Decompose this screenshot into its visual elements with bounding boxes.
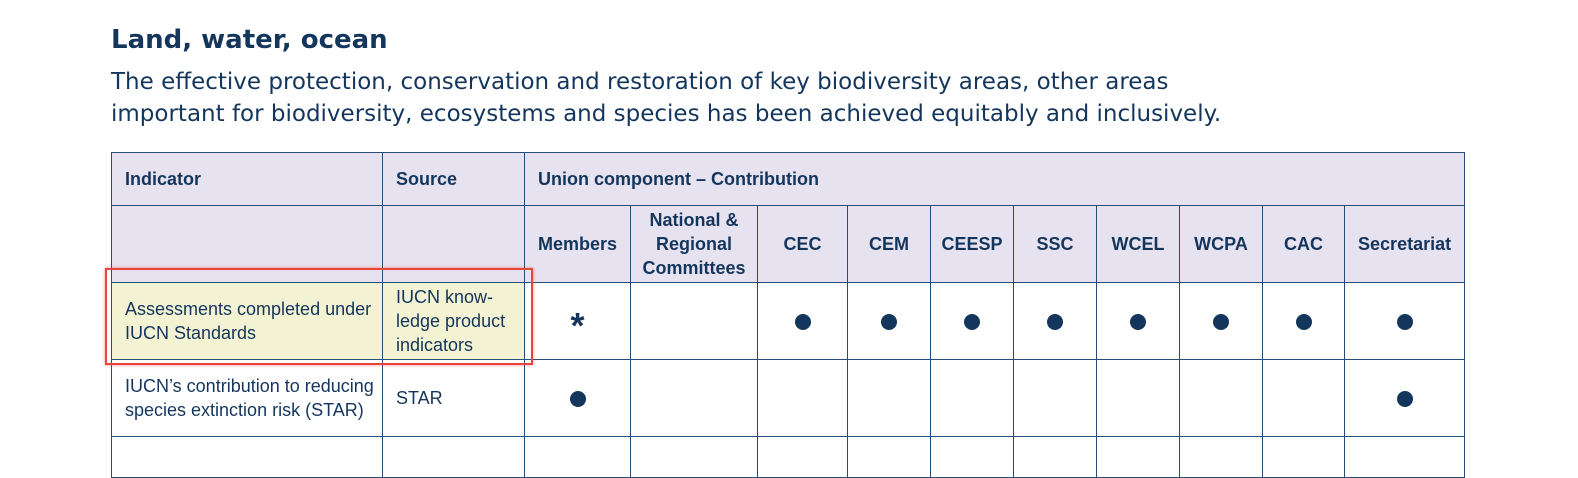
header-wcpa: WCPA [1179, 205, 1263, 283]
contribution-cell [1343, 282, 1466, 360]
contribution-cell [1179, 282, 1263, 360]
table-cell [382, 436, 525, 478]
contribution-cell [757, 282, 848, 360]
contribution-cell [1013, 359, 1097, 437]
header-national-regional-committees: National & Regional Committees [630, 205, 758, 283]
contribution-dot-icon [964, 314, 980, 331]
contribution-dot-icon [1295, 314, 1312, 331]
source-cell: STAR [382, 359, 525, 437]
contribution-cell [1343, 359, 1466, 437]
table-cell [1013, 436, 1097, 478]
table-cell [847, 436, 931, 478]
indicator-cell: Assessments completed under IUCN Standar… [111, 282, 383, 360]
section-intro: The effective protection, conservation a… [111, 66, 1311, 130]
contribution-cell [630, 282, 758, 360]
table-cell [524, 436, 631, 478]
table-cell [757, 436, 848, 478]
table-row: IUCN’s contribution to reducing species … [111, 359, 1466, 437]
header-union-component: Union component – Contribution [523, 152, 1466, 206]
table-cell [1343, 436, 1466, 478]
header-indicator: Indicator [111, 152, 383, 206]
indicator-cell: IUCN’s contribution to reducing species … [111, 359, 383, 437]
intro-line: important for biodiversity, ecosystems a… [111, 101, 1222, 127]
header-ssc: SSC [1013, 205, 1097, 283]
component-header-row: Members National & Regional Committees C… [111, 205, 1466, 283]
header-cec: CEC [757, 205, 848, 283]
contribution-cell [1096, 282, 1180, 360]
table-cell [630, 436, 758, 478]
header-blank-cell [382, 205, 525, 283]
contribution-cell [524, 359, 631, 437]
contribution-cell: * [524, 282, 631, 360]
contribution-cell [930, 359, 1014, 437]
contribution-dot-icon [881, 314, 897, 331]
table-row: Assessments completed under IUCN Standar… [111, 282, 1466, 360]
table-cell [111, 436, 383, 478]
contribution-cell [1096, 359, 1180, 437]
asterisk-icon: * [570, 305, 585, 346]
contribution-dot-icon [1213, 314, 1229, 331]
contribution-cell [847, 359, 931, 437]
table-cell [1096, 436, 1180, 478]
contribution-dot-icon [569, 391, 586, 408]
source-cell: IUCN know-ledge product indicators [382, 282, 525, 360]
contribution-dot-icon [1047, 314, 1063, 331]
intro-line: The effective protection, conservation a… [111, 69, 1169, 95]
contribution-cell [630, 359, 758, 437]
header-secretariat: Secretariat [1343, 205, 1466, 283]
header-wcel: WCEL [1096, 205, 1180, 283]
contribution-cell [1013, 282, 1097, 360]
header-blank-cell [111, 205, 383, 283]
table-cell [1262, 436, 1345, 478]
contribution-dot-icon [1396, 314, 1413, 331]
section-heading: Land, water, ocean [111, 25, 388, 55]
table-cell [930, 436, 1014, 478]
contribution-cell [1262, 359, 1345, 437]
contribution-dot-icon [1396, 391, 1413, 408]
contribution-cell [930, 282, 1014, 360]
header-source: Source [382, 152, 525, 206]
table-row-partial [111, 436, 1466, 478]
contribution-table: Indicator Source Union component – Contr… [111, 152, 1466, 478]
header-ceesp: CEESP [930, 205, 1014, 283]
contribution-cell [847, 282, 931, 360]
header-members: Members [524, 205, 631, 283]
header-cem: CEM [847, 205, 931, 283]
contribution-dot-icon [1130, 314, 1146, 331]
contribution-cell [757, 359, 848, 437]
header-cac: CAC [1262, 205, 1345, 283]
header-row: Indicator Source Union component – Contr… [111, 152, 1466, 206]
contribution-cell [1262, 282, 1345, 360]
contribution-cell [1179, 359, 1263, 437]
contribution-dot-icon [794, 314, 811, 331]
table-cell [1179, 436, 1263, 478]
